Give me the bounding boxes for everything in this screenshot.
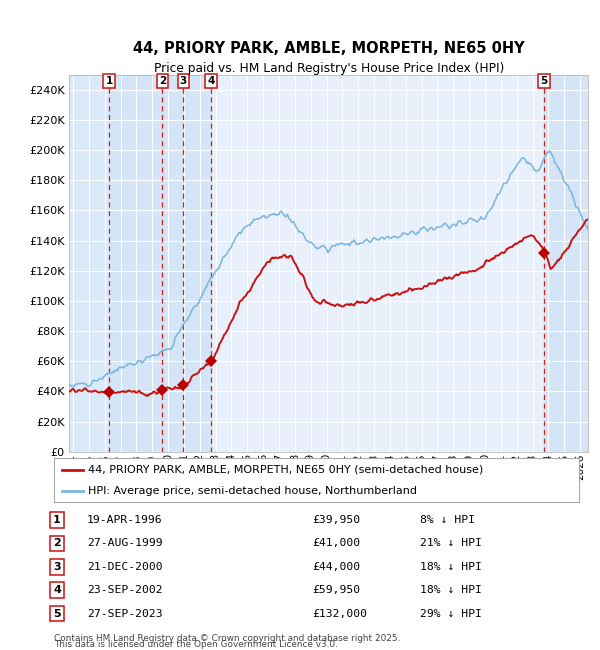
Bar xyxy=(109,75,163,452)
Text: 5: 5 xyxy=(541,76,548,86)
Text: 1: 1 xyxy=(53,515,61,525)
Text: £41,000: £41,000 xyxy=(312,538,360,549)
Text: 23-SEP-2002: 23-SEP-2002 xyxy=(87,585,163,595)
Text: £59,950: £59,950 xyxy=(312,585,360,595)
Text: £132,000: £132,000 xyxy=(312,608,367,619)
Title: 44, PRIORY PARK, AMBLE, MORPETH, NE65 0HY: 44, PRIORY PARK, AMBLE, MORPETH, NE65 0H… xyxy=(133,40,524,55)
Text: 21-DEC-2000: 21-DEC-2000 xyxy=(87,562,163,572)
Text: 19-APR-1996: 19-APR-1996 xyxy=(87,515,163,525)
Text: 3: 3 xyxy=(180,76,187,86)
Text: 8% ↓ HPI: 8% ↓ HPI xyxy=(420,515,475,525)
Text: 27-AUG-1999: 27-AUG-1999 xyxy=(87,538,163,549)
Text: 4: 4 xyxy=(208,76,215,86)
Text: This data is licensed under the Open Government Licence v3.0.: This data is licensed under the Open Gov… xyxy=(54,640,338,649)
Text: 2: 2 xyxy=(159,76,166,86)
Text: 44, PRIORY PARK, AMBLE, MORPETH, NE65 0HY (semi-detached house): 44, PRIORY PARK, AMBLE, MORPETH, NE65 0H… xyxy=(88,465,484,475)
Text: Contains HM Land Registry data © Crown copyright and database right 2025.: Contains HM Land Registry data © Crown c… xyxy=(54,634,400,643)
Text: 29% ↓ HPI: 29% ↓ HPI xyxy=(420,608,482,619)
Bar xyxy=(544,75,588,452)
Text: 18% ↓ HPI: 18% ↓ HPI xyxy=(420,562,482,572)
Text: HPI: Average price, semi-detached house, Northumberland: HPI: Average price, semi-detached house,… xyxy=(88,486,417,496)
Text: 27-SEP-2023: 27-SEP-2023 xyxy=(87,608,163,619)
Bar xyxy=(69,75,109,452)
Text: 1: 1 xyxy=(106,76,113,86)
Text: £39,950: £39,950 xyxy=(312,515,360,525)
Bar xyxy=(163,75,211,452)
Text: 5: 5 xyxy=(53,608,61,619)
Text: £44,000: £44,000 xyxy=(312,562,360,572)
Text: 3: 3 xyxy=(53,562,61,572)
Text: Price paid vs. HM Land Registry's House Price Index (HPI): Price paid vs. HM Land Registry's House … xyxy=(154,62,504,75)
Text: 2: 2 xyxy=(53,538,61,549)
Text: 21% ↓ HPI: 21% ↓ HPI xyxy=(420,538,482,549)
Text: 4: 4 xyxy=(53,585,61,595)
Text: 18% ↓ HPI: 18% ↓ HPI xyxy=(420,585,482,595)
